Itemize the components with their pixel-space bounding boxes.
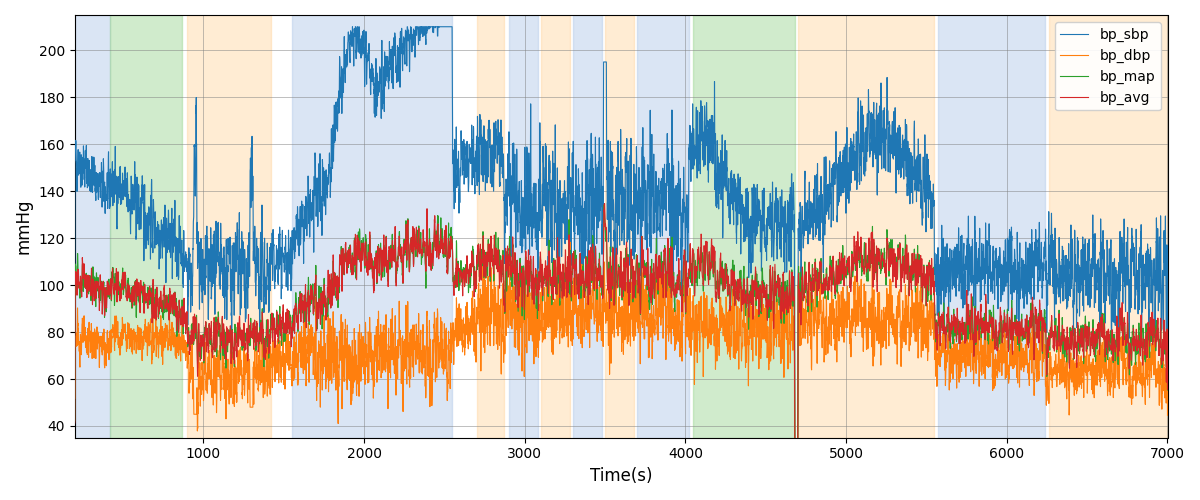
bp_avg (1160, 386, 1175, 392)
Bar (476, 15, 504, 438)
bp_avg (598, 200, 612, 206)
bp_dbp (1160, 412, 1175, 418)
bp_dbp (563, 240, 577, 246)
bp_map (610, 265, 624, 271)
Y-axis label: mmHg: mmHg (14, 198, 34, 254)
Bar (798, 15, 935, 438)
bp_avg (167, 300, 181, 306)
bp_avg (515, 286, 529, 292)
Bar (605, 15, 634, 438)
bp_map (515, 296, 529, 302)
Bar (572, 15, 602, 438)
bp_avg (602, 274, 617, 280)
bp_avg (562, 283, 576, 289)
bp_sbp (346, 24, 360, 30)
bp_map (167, 312, 181, 318)
bp_avg (67, 420, 82, 426)
bp_sbp (610, 197, 624, 203)
Bar (74, 15, 110, 438)
bp_dbp (610, 292, 624, 298)
bp_sbp (167, 232, 181, 238)
bp_map (883, 248, 898, 254)
bp_avg (883, 264, 898, 270)
Bar (937, 15, 1045, 438)
bp_avg (610, 246, 624, 252)
Line: bp_avg: bp_avg (74, 204, 1168, 500)
bp_map (602, 270, 617, 276)
Bar (637, 15, 689, 438)
Bar (110, 15, 182, 438)
bp_map (67, 418, 82, 424)
bp_sbp (515, 247, 529, 253)
Line: bp_sbp: bp_sbp (74, 26, 1168, 500)
bp_dbp (602, 320, 617, 326)
Bar (1049, 15, 1168, 438)
Line: bp_map: bp_map (74, 205, 1168, 500)
bp_dbp (167, 338, 181, 344)
bp_dbp (67, 396, 82, 402)
Bar (292, 15, 452, 438)
Bar (541, 15, 570, 438)
Bar (694, 15, 794, 438)
bp_sbp (67, 272, 82, 278)
bp_sbp (883, 144, 898, 150)
bp_dbp (883, 322, 898, 328)
bp_sbp (602, 202, 617, 208)
bp_dbp (515, 326, 529, 332)
bp_sbp (562, 181, 576, 187)
X-axis label: Time(s): Time(s) (590, 467, 653, 485)
Legend: bp_sbp, bp_dbp, bp_map, bp_avg: bp_sbp, bp_dbp, bp_map, bp_avg (1055, 22, 1160, 110)
bp_dbp (562, 330, 576, 336)
Line: bp_dbp: bp_dbp (74, 242, 1168, 500)
Bar (187, 15, 271, 438)
bp_map (596, 202, 611, 208)
bp_sbp (1160, 338, 1175, 344)
bp_map (1160, 387, 1175, 393)
bp_map (562, 268, 576, 274)
Bar (509, 15, 538, 438)
